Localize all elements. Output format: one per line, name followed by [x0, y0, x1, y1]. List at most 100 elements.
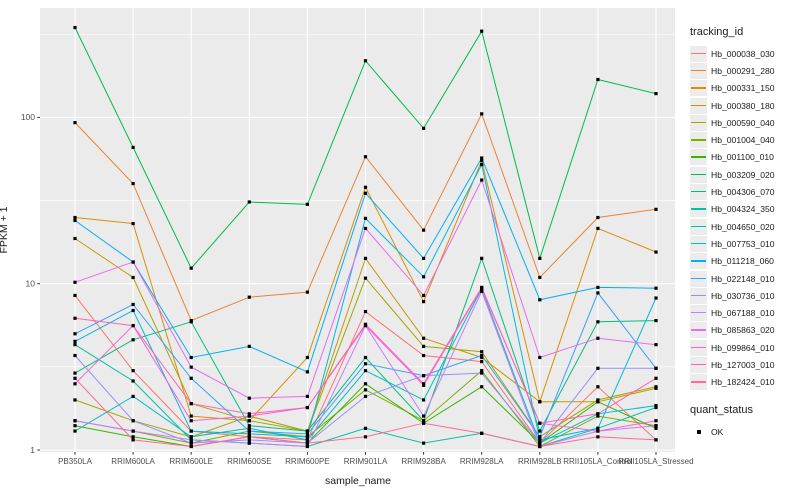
data-point — [363, 191, 368, 195]
data-point — [305, 355, 309, 360]
legend-key-line-icon — [690, 97, 707, 114]
data-point — [596, 429, 600, 433]
data-point — [654, 250, 658, 254]
legend-item-label: Hb_004306_070 — [711, 187, 775, 198]
data-point — [131, 429, 135, 433]
data-point — [305, 202, 309, 206]
legend-item-label: Hb_022148_010 — [711, 273, 775, 284]
legend-item-quant-ok: OK — [690, 423, 798, 440]
data-point — [654, 207, 658, 211]
x-tick-label: RRIM600SE — [227, 457, 271, 466]
legend-key-line-icon — [690, 114, 707, 131]
data-point — [131, 308, 135, 313]
data-point — [480, 353, 484, 358]
data-point — [480, 350, 484, 354]
series-color-line-icon — [691, 329, 706, 331]
data-point — [480, 371, 484, 375]
data-point — [480, 29, 484, 33]
data-point — [480, 256, 484, 260]
data-point — [247, 344, 251, 348]
data-point — [73, 339, 77, 343]
data-point — [422, 336, 426, 340]
data-point — [596, 291, 600, 295]
data-point — [480, 285, 484, 290]
data-point — [131, 221, 135, 226]
data-point — [363, 362, 368, 366]
data-point — [596, 77, 600, 82]
data-point — [538, 444, 542, 449]
data-point — [480, 289, 484, 293]
legend-key-line-icon — [690, 45, 707, 62]
legend-item-Hb_004324_350: Hb_004324_350 — [690, 201, 798, 218]
panel-background — [40, 8, 675, 452]
data-point — [654, 92, 658, 96]
data-point — [305, 444, 309, 449]
x-tick-label: RRIM600LE — [169, 457, 213, 466]
data-point — [73, 419, 77, 423]
legend-item-label: Hb_085863_020 — [711, 325, 775, 336]
series-color-line-icon — [691, 225, 706, 227]
legend-item-Hb_000380_180: Hb_000380_180 — [690, 97, 798, 114]
data-point — [654, 343, 658, 347]
data-point — [480, 431, 484, 435]
data-point — [131, 369, 135, 373]
data-point — [363, 388, 368, 392]
data-point — [538, 438, 542, 442]
y-tick-label: 100 — [21, 112, 35, 122]
data-point — [363, 322, 368, 326]
data-point — [596, 226, 600, 231]
legend-item-Hb_001100_010: Hb_001100_010 — [690, 149, 798, 166]
data-point — [596, 336, 600, 340]
data-point — [189, 365, 193, 369]
data-point — [73, 293, 77, 298]
legend-item-label: Hb_000380_180 — [711, 100, 775, 111]
legend-item-label: Hb_004650_020 — [711, 221, 775, 232]
series-color-line-icon — [691, 191, 706, 193]
data-point — [305, 435, 309, 439]
legend-item-label: Hb_000590_040 — [711, 117, 775, 128]
data-point — [131, 435, 135, 439]
data-point — [131, 260, 135, 264]
legend-item-Hb_085863_020: Hb_085863_020 — [690, 322, 798, 339]
series-color-line-icon — [691, 346, 706, 349]
data-point — [189, 419, 193, 423]
data-point — [480, 369, 484, 373]
data-point — [538, 435, 542, 439]
data-point — [363, 369, 368, 373]
data-point — [654, 366, 658, 370]
data-point — [131, 302, 135, 307]
data-point — [480, 385, 484, 389]
data-point — [73, 343, 77, 347]
legend-item-Hb_022148_010: Hb_022148_010 — [690, 270, 798, 287]
data-point — [247, 438, 251, 442]
data-point — [654, 318, 658, 323]
data-point — [654, 405, 658, 410]
legend-item-label: OK — [711, 426, 724, 437]
x-tick-label: RRII105LA_Stressed — [618, 457, 693, 466]
x-axis-title: sample_name — [325, 475, 391, 487]
data-point — [654, 403, 658, 408]
data-point — [305, 438, 309, 442]
data-point — [189, 438, 193, 442]
data-point — [131, 438, 135, 442]
series-color-line-icon — [691, 381, 706, 383]
data-point — [422, 275, 426, 279]
data-point — [422, 441, 426, 445]
data-point — [538, 298, 542, 302]
data-point — [596, 435, 600, 439]
legend-key-line-icon — [690, 322, 707, 339]
data-point — [247, 441, 251, 445]
data-point — [480, 158, 484, 163]
legend-item-Hb_003209_020: Hb_003209_020 — [690, 166, 798, 183]
legend: tracking_id Hb_000038_030 Hb_000291_280 Hb… — [690, 26, 798, 440]
legend-key-line-icon — [690, 339, 707, 356]
data-point — [73, 218, 77, 223]
legend-item-label: Hb_011218_060 — [711, 256, 774, 267]
data-point — [247, 419, 251, 423]
data-point — [73, 121, 77, 125]
x-tick-label: RRIM600LA — [111, 457, 155, 466]
data-point — [73, 236, 77, 241]
data-point — [422, 419, 426, 423]
legend-item-label: Hb_000331_150 — [711, 83, 775, 94]
